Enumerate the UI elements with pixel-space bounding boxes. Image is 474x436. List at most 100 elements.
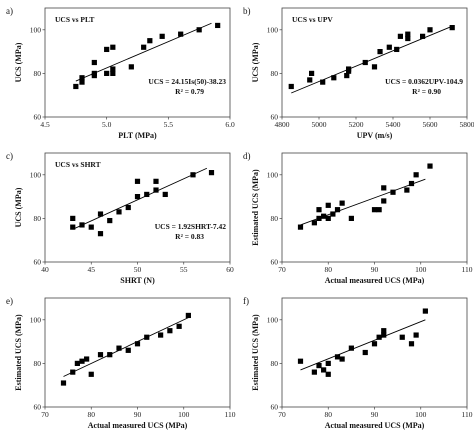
data-point bbox=[316, 207, 322, 213]
y-tick-label: 80 bbox=[34, 214, 42, 223]
trend-line bbox=[63, 317, 189, 377]
data-point bbox=[97, 231, 104, 237]
data-point bbox=[153, 178, 159, 184]
x-tick-label: 70 bbox=[41, 410, 49, 419]
data-point bbox=[97, 211, 104, 217]
trend-line bbox=[75, 22, 212, 82]
data-point bbox=[362, 349, 368, 356]
data-point bbox=[159, 33, 165, 39]
y-tick-label: 100 bbox=[267, 25, 279, 34]
data-point bbox=[408, 180, 415, 187]
regression-equation: UCS = 24.15Is(50)-38.23 bbox=[148, 77, 226, 86]
x-tick-label: 110 bbox=[225, 410, 236, 419]
plot-frame bbox=[281, 7, 468, 118]
regression-equation: UCS = 1.92SHRT-7.42 bbox=[155, 222, 226, 231]
panel-letter: d) bbox=[243, 151, 251, 161]
y-tick-label: 100 bbox=[30, 25, 42, 34]
x-tick-label: 110 bbox=[462, 410, 473, 419]
x-tick-label: 110 bbox=[462, 265, 473, 274]
data-point bbox=[196, 27, 202, 33]
chart-panel-f: f) 70 80 90 100 110 60 80 100 Actual measured UCS… bbox=[237, 290, 474, 435]
data-point bbox=[316, 362, 322, 369]
data-point bbox=[325, 215, 331, 221]
data-point bbox=[377, 49, 383, 55]
data-point bbox=[381, 198, 387, 204]
data-point bbox=[128, 64, 134, 70]
x-tick-label: 80 bbox=[325, 265, 333, 274]
data-point bbox=[397, 33, 403, 39]
x-tick-label: 5.5 bbox=[164, 120, 174, 129]
data-point bbox=[307, 77, 313, 83]
y-axis-label: UCS (MPa) bbox=[14, 187, 23, 227]
plot-frame bbox=[281, 297, 468, 408]
y-tick-label: 60 bbox=[271, 113, 279, 122]
data-point bbox=[376, 334, 382, 340]
data-point bbox=[311, 369, 317, 375]
data-point bbox=[381, 185, 387, 191]
data-point bbox=[88, 224, 94, 230]
plot-frame bbox=[44, 152, 231, 263]
chart-title: UCS vs UPV bbox=[292, 15, 333, 24]
data-point bbox=[321, 367, 327, 373]
data-point bbox=[208, 170, 215, 176]
data-point bbox=[362, 59, 368, 66]
data-point bbox=[73, 83, 79, 90]
chart-svg-b: b) 4800 5000 5200 5400 5600 5800 60 80 100 UPV (m/… bbox=[243, 6, 474, 140]
data-point bbox=[386, 44, 392, 50]
data-point bbox=[88, 371, 94, 377]
x-axis-label: Actual measured UCS (MPa) bbox=[88, 421, 188, 430]
chart-svg-c: c) 40 45 50 55 60 60 80 100 SHRT (N) UCS (MPa) UCS … bbox=[6, 151, 234, 285]
data-point bbox=[321, 213, 327, 219]
data-point bbox=[334, 354, 341, 360]
data-point bbox=[309, 70, 315, 76]
y-tick-label: 80 bbox=[271, 359, 279, 368]
chart-panel-d: d) 70 80 90 100 110 60 80 100 Actual measured UCS… bbox=[237, 145, 474, 290]
chart-panel-b: b) 4800 5000 5200 5400 5600 5800 60 80 100 UPV (m/… bbox=[237, 0, 474, 145]
data-point bbox=[153, 187, 159, 193]
data-point bbox=[176, 323, 182, 329]
y-tick-label: 80 bbox=[34, 69, 42, 78]
chart-title: UCS vs SHRT bbox=[55, 160, 101, 169]
data-point bbox=[420, 33, 426, 39]
y-axis-label: Estimated UCS (MPa) bbox=[251, 314, 260, 391]
data-point bbox=[141, 44, 147, 50]
data-point bbox=[116, 345, 122, 351]
data-point bbox=[79, 79, 85, 85]
x-axis-label: Actual measured UCS (MPa) bbox=[325, 276, 425, 285]
x-tick-label: 4800 bbox=[275, 120, 290, 129]
x-tick-label: 100 bbox=[415, 410, 427, 419]
data-point bbox=[325, 360, 331, 366]
data-point bbox=[116, 209, 122, 215]
data-point bbox=[144, 191, 150, 198]
y-tick-label: 100 bbox=[267, 315, 279, 324]
data-point bbox=[427, 163, 433, 169]
data-point bbox=[348, 215, 354, 221]
data-point bbox=[339, 200, 345, 206]
data-point bbox=[331, 75, 337, 81]
data-point bbox=[60, 380, 67, 386]
chart-svg-d: d) 70 80 90 100 110 60 80 100 Actual measured UCS… bbox=[243, 151, 473, 285]
data-point bbox=[449, 25, 455, 31]
data-point bbox=[405, 31, 411, 37]
data-point bbox=[125, 204, 131, 211]
data-point bbox=[97, 352, 104, 358]
data-point bbox=[144, 334, 150, 340]
y-tick-label: 60 bbox=[271, 258, 279, 267]
data-point bbox=[371, 64, 378, 70]
data-point bbox=[190, 172, 196, 178]
x-tick-label: 70 bbox=[278, 410, 286, 419]
data-point bbox=[79, 75, 85, 81]
x-axis-label: SHRT (N) bbox=[120, 276, 155, 285]
data-point bbox=[413, 332, 419, 338]
x-tick-label: 60 bbox=[226, 265, 234, 274]
x-axis-label: Actual measured UCS (MPa) bbox=[325, 421, 425, 430]
y-tick-label: 60 bbox=[34, 403, 42, 412]
data-point bbox=[134, 178, 141, 184]
data-point bbox=[147, 38, 153, 44]
data-point bbox=[394, 46, 400, 53]
y-tick-label: 100 bbox=[267, 170, 279, 179]
data-point bbox=[311, 220, 317, 226]
data-point bbox=[288, 83, 294, 90]
y-tick-label: 100 bbox=[30, 315, 42, 324]
x-tick-label: 6.0 bbox=[225, 120, 235, 129]
